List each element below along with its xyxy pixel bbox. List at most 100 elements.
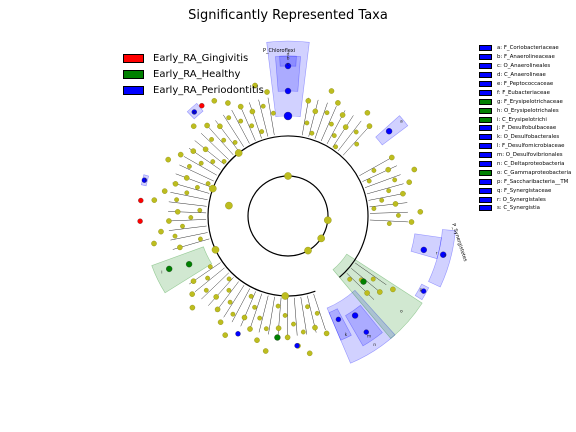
taxon-node [353, 129, 359, 135]
taxon-node [221, 159, 227, 164]
clade-root-node [284, 172, 292, 180]
chart-title: Significantly Represented Taxa [188, 8, 388, 23]
key-label: d: C_Anaerolineae [497, 72, 546, 79]
key-label: a: F_Coriobacteriaceae [497, 45, 559, 52]
branch-leaf [364, 174, 401, 188]
legend-label-healthy: Early_RA_Healthy [153, 68, 241, 80]
taxon-node [335, 100, 341, 106]
clade-root-node [304, 246, 312, 255]
branch-leaf [194, 267, 225, 292]
branch-leaf [258, 99, 269, 137]
taxon-node [304, 120, 310, 126]
key-entry: s: C_Synergistia [479, 204, 571, 213]
taxon-node [166, 218, 172, 224]
key-label: i: C_Erysipelotrichi [497, 116, 547, 123]
taxon-node [385, 166, 391, 173]
key-swatch [479, 169, 492, 176]
branch-leaf [170, 192, 208, 200]
key-entry: n: C_Deltaproteobacteria [479, 160, 571, 169]
key-entry: o: C_Gammaproteobacteria [479, 168, 571, 177]
key-swatch [479, 45, 492, 52]
key-swatch [479, 63, 492, 70]
key-label: e: F_Peptococcaceae [497, 81, 554, 87]
shade-delta-n [326, 289, 396, 364]
taxon-node [202, 146, 209, 153]
taxon-node [238, 118, 244, 124]
biomarker-node [138, 197, 144, 204]
key-entry: q: F_Synergistaceae [479, 186, 571, 195]
taxon-node [271, 110, 276, 116]
legend-label-gingivitis: Early_RA_Gingivitis [153, 52, 249, 64]
branch-leaf [366, 183, 404, 195]
taxon-node [226, 115, 232, 121]
taxon-node [197, 207, 203, 213]
taxon-node [300, 329, 306, 335]
legend-label-periodontitis: Early_RA_Periodontitis [153, 84, 264, 96]
taxon-node [328, 88, 335, 94]
clade-root-node [225, 201, 233, 210]
shade-gamma-o [332, 253, 423, 339]
branch-arc [218, 255, 261, 292]
taxon-node [406, 179, 412, 185]
key-entry: l: F_Desulfomicrobiaceae [479, 142, 571, 151]
taxon-node [312, 108, 319, 115]
taxon-node [225, 100, 231, 106]
biomarker-node [166, 265, 173, 273]
taxon-node [184, 190, 190, 196]
taxon-node [172, 181, 179, 187]
clade-letters: dcb a s r p nm k o i f e [145, 52, 447, 349]
clade-root-node [324, 216, 332, 224]
key-swatch [479, 89, 492, 96]
branch-leaf [208, 277, 234, 306]
taxon-node [364, 290, 370, 296]
branch-leaf [294, 297, 298, 336]
biomarker-node [141, 177, 148, 183]
branch-leaf [314, 102, 328, 139]
taxa-key: a: F_Coriobacteriaceae b: F_Anaerolineace… [479, 44, 571, 213]
shade-erysipelo-i [151, 246, 213, 294]
taxon-node [241, 314, 248, 321]
legend-swatch-gingivitis [123, 53, 144, 63]
taxon-node [211, 98, 218, 104]
taxon-node [183, 175, 190, 181]
taxon-node [371, 206, 377, 211]
legend-entry-periodontitis: Early_RA_Periodontitis [123, 82, 264, 98]
key-label: c: O_Anaerolineales [497, 63, 551, 70]
taxon-node [366, 178, 372, 184]
taxon-node [177, 151, 184, 158]
legend-entry-gingivitis: Early_RA_Gingivitis [123, 50, 264, 66]
biomarker-node [283, 111, 293, 121]
taxon-node [226, 287, 232, 293]
key-label: j: F_Desulfobulbaceae [497, 125, 557, 132]
biomarker-node [420, 288, 427, 294]
taxon-node [158, 228, 164, 235]
taxon-node [165, 156, 171, 163]
taxon-node [275, 303, 281, 309]
biomarker-node [363, 329, 369, 335]
branch-leaf [258, 295, 269, 333]
key-entry: m: O_Desulfovibrionales [479, 151, 571, 160]
taxon-node [161, 188, 168, 194]
key-label: p: F_Saccharibacteria__TM [497, 178, 569, 185]
key-label: n: C_Deltaproteobacteria [497, 161, 565, 168]
taxon-node [314, 310, 320, 316]
taxon-node [284, 334, 291, 341]
taxon-node [282, 313, 288, 318]
branch-leaf [172, 182, 210, 194]
key-label: g: F_Erysipelotrichaceae [497, 98, 563, 105]
taxon-node [305, 98, 312, 104]
taxon-node [257, 315, 263, 321]
key-swatch [479, 98, 492, 105]
clade-letter: r [436, 251, 438, 257]
clade-root-node [209, 184, 217, 193]
taxon-node [174, 197, 179, 203]
branch-leaf [369, 219, 408, 223]
key-swatch [479, 187, 492, 194]
branch-leaf [332, 115, 354, 148]
taxon-node [222, 332, 228, 338]
branch-leaf [168, 219, 207, 222]
taxon-node [331, 133, 337, 138]
taxon-node [227, 299, 233, 305]
biomarker-node [137, 218, 143, 224]
key-swatch [479, 196, 492, 203]
